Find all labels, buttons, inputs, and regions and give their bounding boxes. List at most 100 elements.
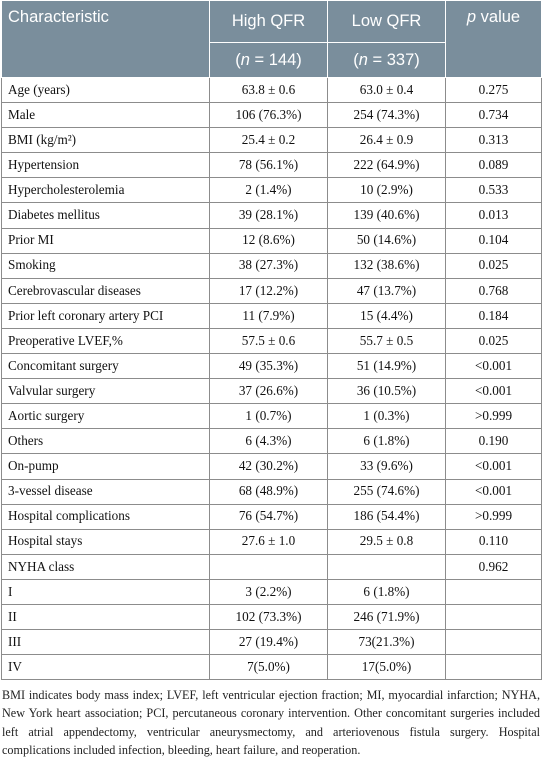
table-row: Age (years) 63.8 ± 0.6 63.0 ± 0.4 0.275 [1,76,542,104]
low-n-open: ( [353,50,359,69]
row-low-qfr: 1 (0.3%) [327,403,446,430]
row-label: NYHA class [1,553,210,580]
row-high-qfr: 106 (76.3%) [209,102,328,129]
low-n-var: n [358,50,368,69]
row-high-qfr: 27.6 ± 1.0 [209,528,328,555]
header-p-letter: p [466,8,477,26]
row-high-qfr: 76 (54.7%) [209,503,328,530]
row-high-qfr: 3 (2.2%) [209,578,328,605]
row-low-qfr: 26.4 ± 0.9 [327,127,446,154]
row-p-value: >0.999 [445,503,542,530]
row-label: IV [1,654,210,681]
row-p-value: 0.313 [445,127,542,154]
row-high-qfr: 27 (19.4%) [209,629,328,656]
row-p-value: 0.533 [445,177,542,204]
row-p-value: <0.001 [445,453,542,480]
row-low-qfr: 36 (10.5%) [327,378,446,405]
row-label: II [1,603,210,631]
row-p-value: 0.962 [445,553,542,580]
row-label: I [1,578,210,605]
row-p-value: 0.275 [445,76,542,104]
row-high-qfr: 42 (30.2%) [209,453,328,480]
row-label: Others [1,428,210,455]
row-low-qfr: 47 (13.7%) [327,277,446,304]
row-low-qfr: 51 (14.9%) [327,353,446,380]
row-low-qfr: 6 (1.8%) [327,578,446,605]
row-p-value: >0.999 [445,403,542,430]
table-row: Concomitant surgery 49 (35.3%) 51 (14.9%) <… [1,353,542,380]
header-p-rest: value [476,8,521,26]
row-low-qfr: 29.5 ± 0.8 [327,528,446,555]
high-n-open: ( [235,50,241,69]
row-label: Hypercholesterolemia [1,177,210,204]
row-high-qfr: 7(5.0%) [209,654,328,681]
row-label: Hypertension [1,152,210,179]
table-row: Male 106 (76.3%) 254 (74.3%) 0.734 [1,102,542,129]
header-p-value: p value [445,0,542,78]
row-low-qfr: 63.0 ± 0.4 [327,76,446,104]
row-p-value: 0.013 [445,202,542,229]
row-low-qfr: 33 (9.6%) [327,453,446,480]
header-high-qfr: High QFR [209,0,328,43]
row-label: Valvular surgery [1,378,210,405]
row-high-qfr: 38 (27.3%) [209,252,328,279]
row-high-qfr: 39 (28.1%) [209,202,328,229]
row-high-qfr: 102 (73.3%) [209,603,328,631]
table-row: Aortic surgery 1 (0.7%) 1 (0.3%) >0.999 [1,403,542,430]
row-low-qfr: 73(21.3%) [327,629,446,656]
row-label: Hospital complications [1,503,210,530]
row-label: Preoperative LVEF,% [1,327,210,355]
row-high-qfr [209,553,328,580]
row-low-qfr: 186 (54.4%) [327,503,446,530]
row-label: BMI (kg/m²) [1,127,210,154]
row-label: Hospital stays [1,528,210,555]
row-high-qfr: 12 (8.6%) [209,227,328,254]
row-p-value: <0.001 [445,478,542,505]
row-label: Diabetes mellitus [1,202,210,229]
row-low-qfr: 6 (1.8%) [327,428,446,455]
row-label: Aortic surgery [1,403,210,430]
row-high-qfr: 17 (12.2%) [209,277,328,304]
table-row: Valvular surgery 37 (26.6%) 36 (10.5%) <0.0… [1,378,542,405]
table-row: 3-vessel disease 68 (48.9%) 255 (74.6%) <0.… [1,478,542,505]
row-low-qfr: 139 (40.6%) [327,202,446,229]
row-label: Prior left coronary artery PCI [1,302,210,329]
row-low-qfr: 10 (2.9%) [327,177,446,204]
row-high-qfr: 11 (7.9%) [209,302,328,329]
row-p-value: 0.025 [445,252,542,279]
row-low-qfr: 132 (38.6%) [327,252,446,279]
row-p-value: 0.089 [445,152,542,179]
table-row: Hospital complications 76 (54.7%) 186 (54.… [1,503,542,530]
high-n-var: n [240,50,250,69]
row-low-qfr: 17(5.0%) [327,654,446,681]
row-high-qfr: 2 (1.4%) [209,177,328,204]
table-header: Characteristic High QFR Low QFR p value … [1,0,542,78]
table-row: Prior left coronary artery PCI 11 (7.9%) 1… [1,302,542,329]
header-low-qfr: Low QFR [327,0,446,43]
table-row: Preoperative LVEF,% 57.5 ± 0.6 55.7 ± 0.5 0… [1,327,542,355]
table-row: Smoking 38 (27.3%) 132 (38.6%) 0.025 [1,252,542,279]
row-label: 3-vessel disease [1,478,210,505]
row-label: Male [1,102,210,129]
table-row: Diabetes mellitus 39 (28.1%) 139 (40.6%) 0.… [1,202,542,229]
row-high-qfr: 6 (4.3%) [209,428,328,455]
table-row: On-pump 42 (30.2%) 33 (9.6%) <0.001 [1,453,542,480]
table-row: Hypercholesterolemia 2 (1.4%) 10 (2.9%) 0.5… [1,177,542,204]
row-high-qfr: 78 (56.1%) [209,152,328,179]
row-label: Smoking [1,252,210,279]
characteristics-table: Characteristic High QFR Low QFR p value … [1,0,542,681]
row-p-value [445,603,542,631]
high-n-rest: = 144) [249,50,302,69]
table-row: BMI (kg/m²) 25.4 ± 0.2 26.4 ± 0.9 0.313 [1,127,542,154]
row-p-value: 0.184 [445,302,542,329]
row-high-qfr: 1 (0.7%) [209,403,328,430]
table-body: Age (years) 63.8 ± 0.6 63.0 ± 0.4 0.275 Male… [1,76,542,681]
table-row: Prior MI 12 (8.6%) 50 (14.6%) 0.104 [1,227,542,254]
row-low-qfr: 50 (14.6%) [327,227,446,254]
row-high-qfr: 49 (35.3%) [209,353,328,380]
header-low-n: (n = 337) [327,42,446,78]
row-low-qfr [327,553,446,580]
table-row: IV 7(5.0%) 17(5.0%) [1,654,542,681]
row-p-value: 0.190 [445,428,542,455]
